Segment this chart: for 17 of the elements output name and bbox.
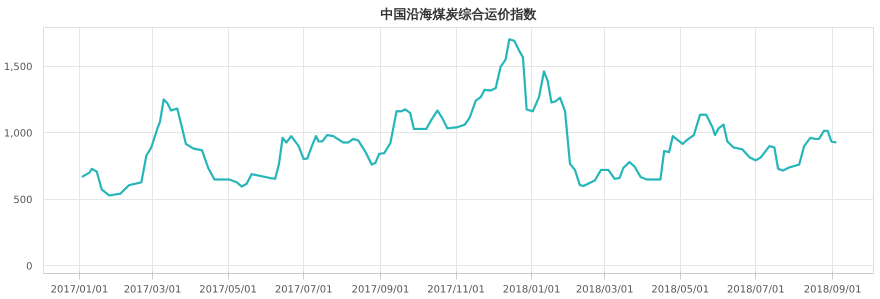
x-tick-label: 2018/09/01 [804,284,862,296]
x-tick-label: 2018/05/01 [651,284,710,296]
y-tick-label: 500 [13,195,33,206]
x-tick-label: 2018/01/01 [502,284,560,296]
chart-title: 中国沿海煤炭综合运价指数 [380,6,538,22]
x-tick-label: 2017/01/01 [50,284,108,296]
x-tick-label: 2018/07/01 [726,284,785,296]
y-tick-label: 1,500 [4,62,33,74]
x-tick-label: 2017/05/01 [199,284,257,296]
x-tick-label: 2017/07/01 [274,284,332,296]
x-tick-label: 2017/03/01 [124,284,182,296]
x-tick-label: 2017/09/01 [352,284,410,296]
x-tick-label: 2018/03/01 [576,284,634,296]
y-tick-label: 1,000 [4,128,33,140]
y-tick-label: 0 [26,262,33,273]
x-tick-label: 2017/11/01 [427,284,485,296]
line-series [80,38,838,197]
